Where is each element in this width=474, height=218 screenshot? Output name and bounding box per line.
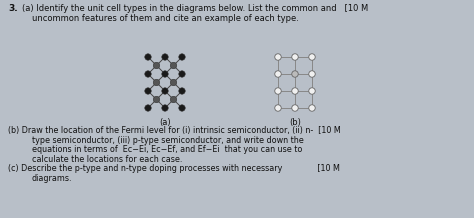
Text: diagrams.: diagrams. <box>32 174 73 182</box>
Circle shape <box>179 88 185 94</box>
Text: (b): (b) <box>289 118 301 127</box>
Circle shape <box>170 79 177 86</box>
Circle shape <box>292 71 298 77</box>
Circle shape <box>275 88 281 94</box>
Circle shape <box>145 88 151 94</box>
Circle shape <box>162 71 168 77</box>
Circle shape <box>292 105 298 111</box>
Text: (c) Describe the p-type and n-type doping processes with necessary              : (c) Describe the p-type and n-type dopin… <box>8 164 340 173</box>
Circle shape <box>292 88 298 94</box>
Circle shape <box>179 71 185 77</box>
Text: calculate the locations for each case.: calculate the locations for each case. <box>32 155 182 164</box>
Circle shape <box>162 105 168 111</box>
Circle shape <box>145 105 151 111</box>
Circle shape <box>162 54 168 60</box>
Text: uncommon features of them and cite an example of each type.: uncommon features of them and cite an ex… <box>32 14 299 23</box>
Circle shape <box>275 54 281 60</box>
Circle shape <box>162 88 168 94</box>
Circle shape <box>153 96 160 103</box>
Circle shape <box>275 71 281 77</box>
Circle shape <box>309 88 315 94</box>
Circle shape <box>309 54 315 60</box>
Circle shape <box>170 62 177 69</box>
Circle shape <box>179 54 185 60</box>
Circle shape <box>170 96 177 103</box>
Text: (b) Draw the location of the Fermi level for (i) intrinsic semiconductor, (ii) n: (b) Draw the location of the Fermi level… <box>8 126 341 135</box>
Circle shape <box>145 54 151 60</box>
Text: type semiconductor, (iii) p-type semiconductor, and write down the: type semiconductor, (iii) p-type semicon… <box>32 136 304 145</box>
Text: 3.: 3. <box>8 4 18 13</box>
Circle shape <box>153 79 160 86</box>
Text: equations in terms of  Ec−Ei, Ec−Ef, and Ef−Ei  that you can use to: equations in terms of Ec−Ei, Ec−Ef, and … <box>32 145 302 154</box>
Circle shape <box>309 71 315 77</box>
Text: (a): (a) <box>159 118 171 127</box>
Circle shape <box>275 105 281 111</box>
Text: (a) Identify the unit cell types in the diagrams below. List the common and   [1: (a) Identify the unit cell types in the … <box>22 4 368 13</box>
Circle shape <box>179 105 185 111</box>
Circle shape <box>153 62 160 69</box>
Circle shape <box>292 54 298 60</box>
Circle shape <box>309 105 315 111</box>
Circle shape <box>145 71 151 77</box>
